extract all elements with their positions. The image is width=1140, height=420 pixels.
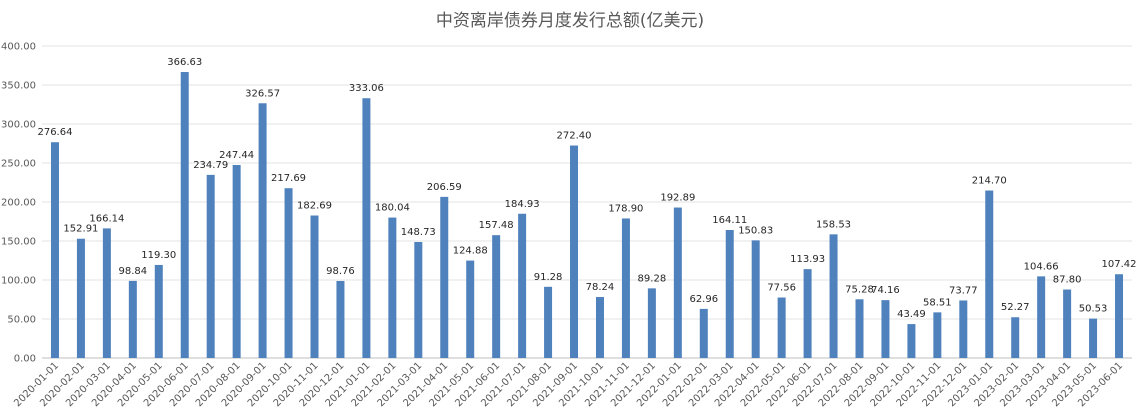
data-label: 91.28 xyxy=(534,272,563,283)
y-tick-label: 100.00 xyxy=(1,276,36,287)
bar xyxy=(829,234,838,358)
bar xyxy=(50,142,59,358)
bar xyxy=(388,217,397,358)
data-label: 74.16 xyxy=(871,285,900,296)
bar xyxy=(855,299,864,358)
bar xyxy=(440,196,449,358)
data-label: 276.64 xyxy=(37,127,72,138)
bar xyxy=(1011,317,1020,358)
bar xyxy=(595,296,604,358)
data-label: 98.84 xyxy=(119,266,148,277)
data-label: 50.53 xyxy=(1079,304,1108,315)
bar xyxy=(1063,289,1072,358)
bar xyxy=(544,286,553,358)
data-label: 164.11 xyxy=(712,215,747,226)
bar xyxy=(985,190,994,358)
bar xyxy=(492,235,501,358)
bar xyxy=(647,288,656,358)
bar xyxy=(777,297,786,358)
data-label: 166.14 xyxy=(89,213,124,224)
data-label: 75.28 xyxy=(845,284,874,295)
bar xyxy=(258,103,267,359)
data-label: 113.93 xyxy=(790,254,825,265)
bar xyxy=(518,213,527,358)
data-label: 214.70 xyxy=(972,176,1007,187)
data-label: 119.30 xyxy=(141,250,176,261)
data-label: 217.69 xyxy=(271,173,306,184)
bar xyxy=(621,218,630,358)
y-tick-label: 150.00 xyxy=(1,237,36,248)
data-label: 58.51 xyxy=(923,297,952,308)
chart-title: 中资离岸债券月度发行总额(亿美元) xyxy=(435,11,705,31)
data-label: 124.88 xyxy=(453,246,488,257)
data-label: 87.80 xyxy=(1053,275,1082,286)
bar xyxy=(881,300,890,358)
data-label: 366.63 xyxy=(167,57,202,68)
data-label: 178.90 xyxy=(608,203,643,214)
data-label: 158.53 xyxy=(816,219,851,230)
bar xyxy=(232,164,241,358)
bar xyxy=(102,228,111,358)
data-label: 333.06 xyxy=(349,83,384,94)
data-label: 206.59 xyxy=(427,182,462,193)
bar xyxy=(206,174,215,358)
y-tick-label: 400.00 xyxy=(1,42,36,53)
data-label: 62.96 xyxy=(689,294,718,305)
bar xyxy=(466,260,475,358)
bar xyxy=(907,324,916,358)
bar xyxy=(128,280,137,358)
bar xyxy=(725,229,734,358)
bar xyxy=(751,240,760,358)
data-label: 107.42 xyxy=(1102,259,1137,270)
bar xyxy=(803,269,812,358)
bar xyxy=(180,72,189,359)
data-label: 148.73 xyxy=(401,227,436,238)
bar xyxy=(673,207,682,358)
data-label: 78.24 xyxy=(586,282,615,293)
y-tick-label: 50.00 xyxy=(7,315,36,326)
bar xyxy=(699,308,708,358)
data-label: 104.66 xyxy=(1024,261,1059,272)
data-label: 247.44 xyxy=(219,150,254,161)
bar xyxy=(933,312,942,358)
data-label: 73.77 xyxy=(949,285,978,296)
y-tick-label: 200.00 xyxy=(1,198,36,209)
data-label: 98.76 xyxy=(326,266,355,277)
bar xyxy=(154,264,163,358)
data-label: 234.79 xyxy=(193,160,228,171)
data-label: 182.69 xyxy=(297,201,332,212)
data-label: 43.49 xyxy=(897,309,926,320)
data-label: 52.27 xyxy=(1001,302,1030,313)
y-tick-label: 300.00 xyxy=(1,120,36,131)
bar xyxy=(362,98,371,359)
data-label: 184.93 xyxy=(505,199,540,210)
data-label: 180.04 xyxy=(375,203,410,214)
y-tick-label: 250.00 xyxy=(1,159,36,170)
data-label: 89.28 xyxy=(638,273,667,284)
y-tick-label: 350.00 xyxy=(1,81,36,92)
y-tick-label: 0.00 xyxy=(14,354,36,365)
data-label: 326.57 xyxy=(245,88,280,99)
bar xyxy=(76,238,85,358)
bar xyxy=(284,188,293,358)
bar xyxy=(414,241,423,358)
bar xyxy=(1037,276,1046,358)
bar xyxy=(959,300,968,358)
data-label: 192.89 xyxy=(660,193,695,204)
data-label: 150.83 xyxy=(738,225,773,236)
data-label: 157.48 xyxy=(479,220,514,231)
bar xyxy=(336,280,345,358)
bar xyxy=(570,145,579,358)
data-label: 152.91 xyxy=(63,224,98,235)
bar xyxy=(1115,274,1124,358)
data-label: 77.56 xyxy=(767,283,796,294)
bar xyxy=(310,215,319,358)
data-label: 272.40 xyxy=(557,131,592,142)
bar xyxy=(1089,318,1098,358)
